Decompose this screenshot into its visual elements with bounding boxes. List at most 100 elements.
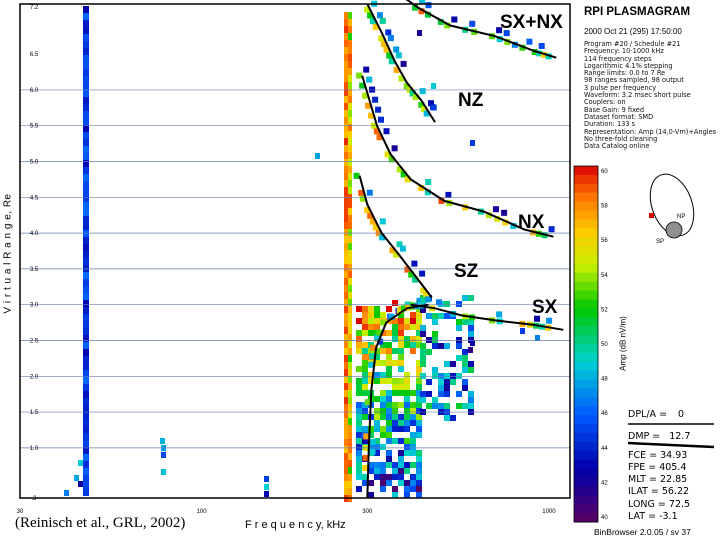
heatmap-cell [379,17,386,24]
heatmap-cell [380,486,386,492]
heatmap-cell [393,66,400,73]
colorbar-swatch [574,344,598,354]
colorbar-tick-label: 58 [601,204,608,210]
heatmap-cell [420,325,426,331]
heatmap-cell [426,379,432,385]
heatmap-cell [348,306,352,313]
heatmap-cell [362,426,368,432]
heatmap-cell [384,151,391,158]
heatmap-cell [432,319,438,325]
heatmap-cell [83,265,89,272]
heatmap-cell [83,125,89,132]
heatmap-cell [462,403,468,409]
readout-separators [627,423,715,449]
heatmap-cell [392,462,398,468]
heatmap-cell [83,216,89,223]
heatmap-cell [398,378,404,384]
colorbar-tick-label: 50 [601,342,608,348]
heatmap-cell [368,112,375,119]
heatmap-cell [438,403,444,409]
heatmap-cell [83,104,89,111]
colorbar-swatch [574,370,598,381]
heatmap-cell [348,390,352,397]
heatmap-cell [356,318,362,324]
heatmap-cell [362,366,368,372]
heatmap-cell [348,348,352,355]
heatmap-cell [344,418,348,425]
heatmap-cell [392,420,398,426]
heatmap-cell [404,324,410,330]
heatmap-cell [404,318,410,324]
heatmap-cell [380,396,386,402]
heatmap-cell [396,166,403,173]
heatmap-cell [420,397,426,403]
heatmap-cell [419,270,426,277]
heatmap-cell [444,379,450,385]
trace-label: NX [518,212,545,233]
colorbar-swatch [574,459,598,470]
echo-trace [366,303,429,499]
heatmap-cell [380,342,386,348]
heatmap-cell [83,419,89,426]
heatmap-cell [410,342,416,348]
heatmap-cell [388,156,395,163]
heatmap-cell [344,397,348,404]
heatmap-cell [450,361,456,367]
colorbar-tick-label: 60 [601,169,608,175]
heatmap-cell [387,35,394,42]
heatmap-cell [160,438,165,444]
heatmap-cell [368,361,375,368]
readout-mlt: MLT = 22.85 [628,474,688,485]
heatmap-cell [412,94,419,101]
heatmap-cell [368,480,374,486]
heatmap-cell [344,320,348,327]
heatmap-cell [356,438,362,444]
heatmap-cell [348,54,352,61]
heatmap-cell [392,300,398,306]
heatmap-cell [380,390,386,396]
heatmap-cell [416,480,422,486]
heatmap-cell [404,396,410,402]
heatmap-cell [363,433,370,440]
heatmap-cell [83,153,89,160]
heatmap-cell [344,180,348,187]
heatmap-cell [468,361,474,367]
heatmap-cell [344,404,348,411]
heatmap-cell [423,110,430,117]
heatmap-cell [386,360,392,366]
plot-title: RPI PLASMAGRAM [584,6,691,18]
colorbar-swatch [574,237,598,247]
heatmap-cell [83,202,89,209]
colorbar-swatch [574,450,598,461]
heatmap-cell [535,335,540,341]
heatmap-cell [379,218,386,225]
heatmap-cell [264,476,269,482]
heatmap-cell [392,251,399,258]
y-axis-label: V i r t u a l R a n g e, Re [2,193,14,314]
heatmap-cell [392,486,398,492]
heatmap-cell [348,292,352,299]
heatmap-cell [420,361,426,367]
heatmap-cell [356,348,362,354]
heatmap-cell [362,408,368,414]
heatmap-cell [421,106,427,113]
heatmap-cell [386,372,392,378]
colorbar-swatch [574,352,598,363]
heatmap-cell [398,438,404,444]
y-tick-label: 3.0 [30,303,39,309]
heatmap-cell [380,426,386,432]
heatmap-cell [398,462,404,468]
heatmap-cell [83,272,89,279]
heatmap-cell [344,474,348,481]
heatmap-cell [391,145,398,152]
heatmap-cell [344,166,348,173]
heatmap-cell [83,6,89,13]
heatmap-cell [380,319,387,326]
heatmap-cell [348,355,352,362]
heatmap-cell [410,432,416,438]
heatmap-cell [83,377,89,384]
heatmap-cell [348,334,352,341]
trace-label: NZ [458,90,484,111]
heatmap-cell [344,19,348,26]
heatmap-cell [432,397,438,403]
